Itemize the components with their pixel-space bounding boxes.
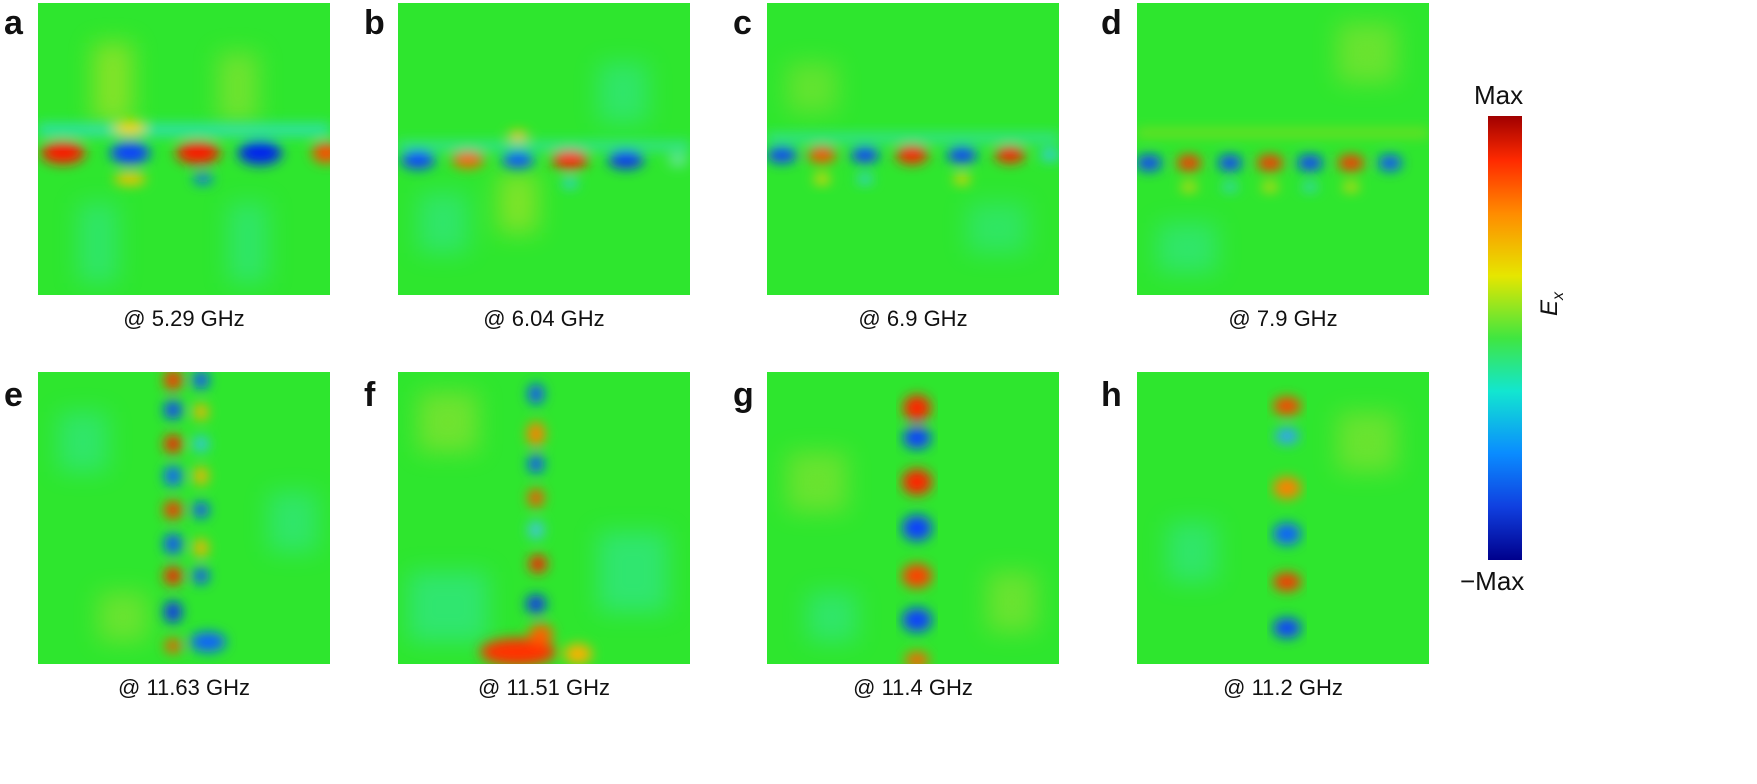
caption-c: @ 6.9 GHz	[858, 306, 968, 331]
field-map-d	[1137, 3, 1429, 295]
panel-label-e: e	[4, 376, 23, 414]
caption-h: @ 11.2 GHz	[1223, 675, 1343, 700]
field-map-b	[398, 3, 690, 295]
colorbar	[1488, 116, 1522, 560]
field-map-h	[1137, 372, 1429, 664]
caption-b: @ 6.04 GHz	[483, 306, 605, 331]
colorbar-axis-symbol: E	[1536, 299, 1563, 316]
field-map-g	[767, 372, 1059, 664]
colorbar-max-label: Max	[1474, 80, 1524, 110]
panel-label-c: c	[733, 4, 752, 42]
panel-label-h: h	[1101, 376, 1122, 414]
field-map-c	[767, 3, 1059, 295]
panel-label-g: g	[733, 376, 754, 414]
field-map-f	[398, 372, 690, 664]
field-map-e	[38, 372, 330, 664]
panel-label-a: a	[4, 4, 23, 42]
colorbar-axis-label: Ex	[1536, 292, 1568, 316]
caption-g: @ 11.4 GHz	[853, 675, 973, 700]
field-map-a	[38, 3, 330, 295]
panel-label-d: d	[1101, 4, 1122, 42]
colorbar-min-label: −Max	[1460, 566, 1525, 596]
colorbar-axis-subscript: x	[1549, 291, 1567, 300]
caption-e: @ 11.63 GHz	[118, 675, 250, 700]
caption-f: @ 11.51 GHz	[478, 675, 610, 700]
panel-label-f: f	[364, 376, 376, 414]
panel-label-b: b	[364, 4, 385, 42]
caption-d: @ 7.9 GHz	[1228, 306, 1338, 331]
caption-a: @ 5.29 GHz	[123, 306, 245, 331]
